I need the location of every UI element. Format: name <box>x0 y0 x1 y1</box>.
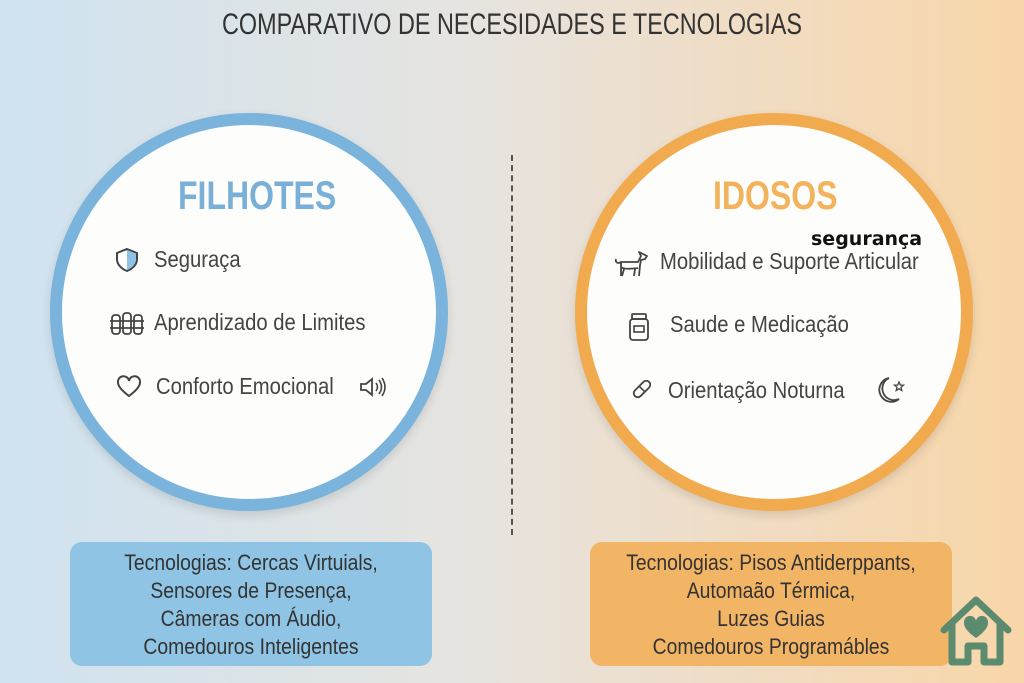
item-label: Seguraça <box>154 246 241 272</box>
list-item: Conforto Emocional <box>116 373 388 400</box>
puppies-technologies-box: Tecnologias: Cercas Virtuials, Sensores … <box>70 542 432 666</box>
house-heart-icon <box>938 594 1014 668</box>
tech-line: Sensores de Presença, <box>150 578 352 603</box>
item-label: Conforto Emocional <box>156 373 334 399</box>
list-item: Seguraça <box>114 246 252 273</box>
list-item: Orientação Noturna <box>630 375 907 405</box>
item-label: Orientação Noturna <box>668 376 845 403</box>
tech-line: Luzes Guias <box>717 606 825 631</box>
item-label: Mobilidad e Suporte Articular <box>660 248 919 274</box>
shield-icon <box>114 247 140 273</box>
tech-line: Comedouros Programábles <box>652 634 890 659</box>
speaker-icon <box>358 375 388 399</box>
dashed-divider <box>511 155 513 535</box>
tech-line: Câmeras com Áudio, <box>160 606 342 631</box>
tech-line: Tecnologias: Pisos Antiderppants, <box>626 550 916 575</box>
medicine-jar-icon <box>628 312 654 341</box>
fence-icon <box>110 310 144 336</box>
item-label: Saude e Medicação <box>670 311 849 337</box>
seniors-technologies-box: Tecnologias: Pisos Antiderppants, Automa… <box>590 542 952 666</box>
seniors-title: IDOSOS <box>713 174 838 218</box>
puppies-title: FILHOTES <box>178 174 337 218</box>
moon-star-icon <box>873 375 907 405</box>
list-item: Mobilidad e Suporte Articular <box>612 248 954 276</box>
tech-line: Automaão Térmica, <box>686 578 856 603</box>
overlay-text: segurança <box>811 228 923 250</box>
heart-icon <box>116 374 142 400</box>
list-item: Aprendizado de Limites <box>110 309 394 336</box>
list-item: Saude e Medicação <box>628 311 873 341</box>
dog-icon <box>612 249 650 276</box>
page-title: COMPARATIVO DE NECESIDADES E TECNOLOGIAS <box>222 8 802 41</box>
pill-icon <box>630 377 656 403</box>
tech-line: Comedouros Inteligentes <box>143 634 359 659</box>
tech-line: Tecnologias: Cercas Virtuials, <box>124 550 378 575</box>
item-label: Aprendizado de Limites <box>154 309 366 335</box>
